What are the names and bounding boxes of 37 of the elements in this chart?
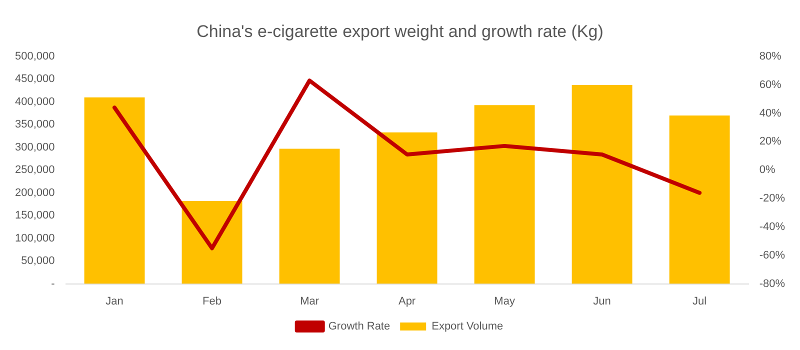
bar bbox=[182, 201, 242, 284]
bar bbox=[279, 148, 340, 284]
y2-tick-label: 40% bbox=[759, 107, 782, 120]
y-tick-label: 50,000 bbox=[21, 255, 55, 268]
legend-label: Export Volume bbox=[432, 320, 504, 333]
bar bbox=[84, 97, 145, 284]
y-tick-label: 200,000 bbox=[14, 186, 55, 199]
chart-title: China's e-cigarette export weight and growth rate (Kg) bbox=[196, 22, 604, 41]
y-tick-label: 250,000 bbox=[14, 164, 55, 176]
y2-tick-label: 20% bbox=[759, 136, 782, 148]
y2-tick-label: 0% bbox=[759, 164, 776, 176]
x-tick-label: Mar bbox=[300, 295, 320, 308]
x-tick-label: Jun bbox=[593, 295, 611, 308]
y2-tick-label: 60% bbox=[759, 78, 782, 91]
y2-tick-label: -60% bbox=[759, 249, 786, 262]
y-tick-label: 350,000 bbox=[14, 118, 55, 131]
y-tick-label: 500,000 bbox=[14, 50, 55, 62]
y-tick-label: 100,000 bbox=[14, 232, 55, 244]
y-tick-label: 300,000 bbox=[14, 141, 55, 154]
legend-label: Growth Rate bbox=[328, 320, 390, 333]
bar bbox=[474, 105, 535, 284]
y-tick-label: 400,000 bbox=[14, 96, 55, 108]
x-tick-label: Jul bbox=[692, 295, 707, 308]
y2-tick-label: -80% bbox=[759, 278, 786, 290]
y-tick-label: 150,000 bbox=[14, 210, 55, 222]
x-tick-label: May bbox=[494, 295, 516, 308]
bar bbox=[669, 116, 730, 284]
y-tick-label: - bbox=[51, 278, 56, 290]
y2-tick-label: -40% bbox=[759, 220, 786, 233]
x-tick-label: Apr bbox=[398, 295, 416, 308]
x-tick-label: Feb bbox=[202, 295, 222, 308]
y-tick-label: 450,000 bbox=[14, 73, 55, 86]
bar bbox=[572, 85, 632, 284]
y2-tick-label: 80% bbox=[759, 50, 782, 62]
x-tick-label: Jan bbox=[106, 295, 124, 308]
y2-tick-label: -20% bbox=[759, 192, 786, 205]
bar bbox=[376, 132, 438, 284]
